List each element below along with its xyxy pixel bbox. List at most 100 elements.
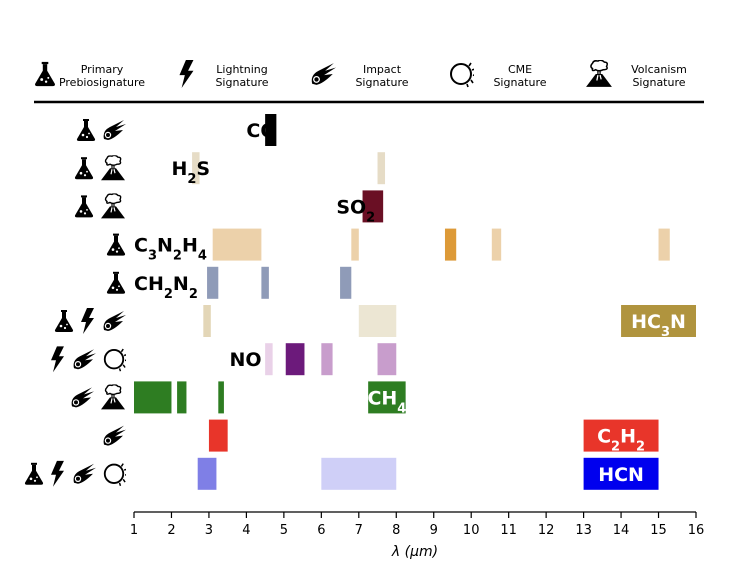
comet-icon [103,425,126,446]
band-hc3n-1 [203,305,211,337]
band-hcn-2 [321,457,397,490]
x-tick-label: 7 [355,523,363,538]
band-c2h2-2 [583,419,659,452]
legend-label-line2: Signature [355,76,408,89]
flask-icon [54,310,74,332]
band-co-1 [265,114,277,146]
row-h2s: H2S [74,152,386,187]
volcano-icon [100,193,126,220]
band-no-3 [321,343,333,376]
x-tick-label: 8 [392,523,400,538]
lightning-bolt-icon [179,60,194,88]
flask-icon [74,195,94,218]
band-hcn-3 [583,457,659,490]
x-axis-label: λ (μm) [391,544,438,560]
comet-icon [73,349,96,370]
band-c3n2h4-2 [351,228,359,261]
legend-label-line2: Signature [632,76,685,89]
band-h2s-2 [377,152,386,185]
x-tick-label: 10 [463,523,480,538]
molecule-label-c3n2h4: C3N2H4 [134,235,207,264]
comet-icon [73,463,96,484]
volcano-icon [585,60,613,88]
molecule-label-co: CO [246,120,276,142]
band-c3n2h4-1 [212,228,262,261]
x-tick-label: 16 [688,523,705,538]
x-tick-label: 11 [500,523,517,538]
row-hc3n: HC3N [54,305,696,340]
x-axis: 1 2 3 4 5 6 7 8 9 10 11 12 13 14 15 16 [130,511,705,538]
row-co: CO [76,114,277,146]
flask-icon [35,61,55,87]
legend-label-line1: Primary [81,63,124,76]
molecule-label-h2s: H2S [171,158,210,187]
x-tick-label: 5 [280,523,288,538]
band-h2s-1 [192,152,200,185]
band-ch2n2-2 [261,266,269,299]
band-hc3n-3 [621,305,696,337]
band-c3n2h4-5 [658,228,670,261]
band-no-1 [265,343,273,376]
band-ch2n2-3 [340,266,352,299]
band-no-2 [285,343,305,376]
legend-label-line2: Prebiosignature [59,76,145,89]
band-hcn-1 [197,457,217,490]
flask-icon [106,233,126,256]
lightning-bolt-icon [51,460,64,487]
volcano-icon [100,384,126,411]
cme-ring-icon [103,348,126,373]
comet-icon [71,387,94,408]
band-ch4-1 [134,381,172,414]
x-tick-label: 15 [650,523,667,538]
band-ch4-4 [368,381,406,414]
legend-label-line1: Volcanism [631,63,687,76]
band-no-4 [377,343,397,376]
volcano-icon [100,155,126,181]
row-no: NO [51,343,397,376]
x-tick-label: 13 [575,523,592,538]
cme-ring-icon [449,61,474,88]
comet-icon [103,311,126,331]
comet-icon [311,63,336,85]
legend-label-line1: Lightning [216,63,267,76]
row-hcn: HCN [24,457,659,490]
flask-icon [24,462,44,485]
row-c3n2h4: C3N2H4 [106,228,670,264]
legend-label-line1: Impact [363,63,402,76]
molecule-label-no: NO [230,349,262,371]
row-ch4: CH4 [71,381,406,416]
flask-icon [106,271,126,294]
band-hc3n-2 [358,305,397,337]
row-c2h2: C2H2 [103,419,659,454]
band-ch2n2-1 [207,266,219,299]
x-tick-label: 2 [167,523,175,538]
cme-ring-icon [103,462,126,487]
lightning-bolt-icon [81,308,94,334]
x-tick-label: 4 [242,523,250,538]
x-tick-label: 1 [130,523,138,538]
band-c3n2h4-3 [444,228,457,261]
legend-label-line2: Signature [493,76,546,89]
legend-label-line1: CME [508,63,532,76]
row-ch2n2: CH2N2 [106,266,352,301]
band-so2-1 [362,190,384,223]
molecule-label-hcn: HCN [598,464,644,486]
x-tick-label: 3 [205,523,213,538]
x-tick-label: 12 [538,523,555,538]
band-ch4-3 [218,381,224,414]
x-tick-label: 14 [613,523,630,538]
x-tick-label: 6 [317,523,325,538]
flask-icon [74,157,94,180]
comet-icon [103,120,126,140]
band-c2h2-1 [208,419,228,452]
x-tick-label: 9 [430,523,438,538]
band-c3n2h4-4 [491,228,502,261]
